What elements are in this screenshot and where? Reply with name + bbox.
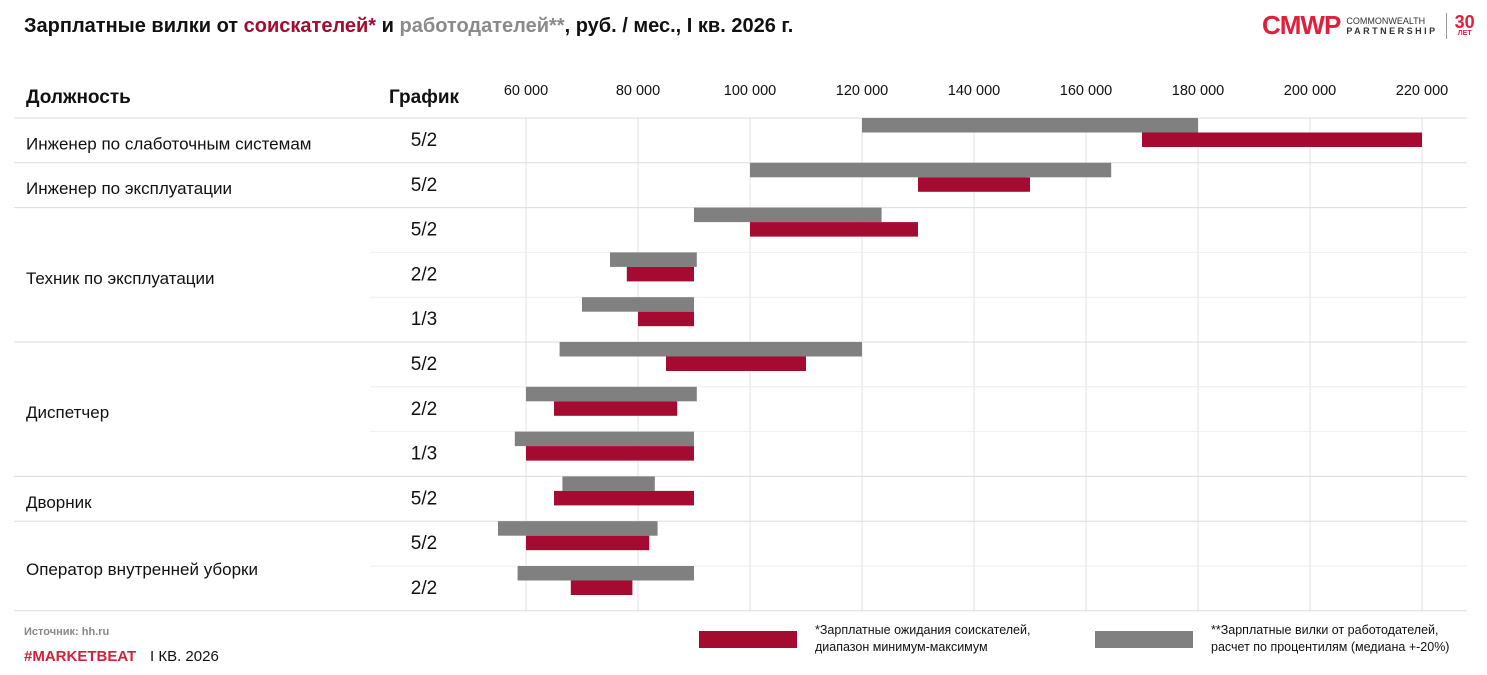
logo-mark: CMWP — [1262, 10, 1341, 40]
seeker-range-bar — [526, 535, 650, 551]
position-label: Дворник — [26, 493, 92, 512]
employer-range-bar — [562, 476, 655, 491]
position-label: Инженер по эксплуатации — [26, 179, 232, 198]
x-tick-label: 160 000 — [1060, 83, 1112, 99]
schedule-label: 5/2 — [411, 488, 437, 509]
schedule-label: 5/2 — [411, 175, 437, 196]
schedule-label: 5/2 — [411, 533, 437, 554]
seeker-range-bar — [554, 401, 678, 416]
legend-employers: **Зарплатные вилки от работодателей, расч… — [1095, 622, 1449, 656]
legend-employers-text2: расчет по процентилям (медиана +-20%) — [1211, 640, 1450, 654]
legend-seekers: *Зарплатные ожидания соискателей, диапазо… — [699, 622, 1030, 656]
position-label: Оператор внутренней уборки — [26, 560, 258, 579]
logo: CMWP COMMONWEALTH PARTNERSHIP 30 ЛЕТ — [1262, 10, 1475, 41]
x-tick-label: 100 000 — [724, 83, 776, 99]
x-tick-label: 60 000 — [504, 83, 548, 99]
schedule-label: 1/3 — [411, 309, 437, 330]
legend-seekers-text1: *Зарплатные ожидания соискателей, — [815, 623, 1031, 637]
schedule-label: 5/2 — [411, 220, 437, 241]
seeker-range-bar — [526, 446, 694, 461]
schedule-label: 5/2 — [411, 354, 437, 375]
seeker-range-bar — [750, 222, 918, 237]
legend-swatch-employers — [1095, 630, 1193, 648]
title-employers: работодателей** — [399, 15, 565, 37]
schedule-label: 1/3 — [411, 444, 437, 465]
employer-range-bar — [514, 431, 694, 447]
seeker-range-bar — [918, 177, 1030, 192]
title-text: Зарплатные вилки от — [24, 15, 244, 37]
column-header-schedule: График — [389, 87, 460, 108]
position-label: Техник по эксплуатации — [26, 269, 215, 288]
title-and: и — [376, 15, 400, 37]
position-label: Диспетчер — [26, 403, 109, 422]
schedule-label: 2/2 — [411, 578, 437, 599]
employer-range-bar — [526, 386, 697, 402]
position-label: Инженер по слаботочным системам — [26, 134, 311, 153]
employer-range-bar — [750, 162, 1112, 178]
schedule-label: 2/2 — [411, 399, 437, 420]
schedule-label: 5/2 — [411, 130, 437, 151]
schedule-label: 2/2 — [411, 264, 437, 285]
legend-swatch-seekers — [699, 630, 797, 648]
seeker-range-bar — [666, 356, 806, 371]
employer-range-bar — [517, 566, 694, 581]
logo-divider — [1445, 12, 1447, 39]
seeker-range-bar — [626, 266, 694, 282]
seeker-range-bar — [1142, 132, 1422, 147]
seeker-range-bar — [570, 580, 633, 595]
employer-range-bar — [610, 252, 697, 267]
employer-range-bar — [694, 207, 882, 223]
employer-range-bar — [559, 342, 862, 357]
seeker-range-bar — [638, 311, 694, 327]
source-note: Источник: hh.ru — [24, 626, 110, 638]
seeker-range-bar — [554, 490, 694, 506]
employer-range-bar — [498, 521, 658, 536]
x-tick-label: 80 000 — [616, 83, 660, 99]
logo-badge-sub: ЛЕТ — [1457, 29, 1472, 37]
column-header-position: Должность — [26, 87, 131, 108]
legend-seekers-text2: диапазон минимум-максимум — [815, 640, 988, 654]
x-tick-label: 200 000 — [1284, 83, 1336, 99]
employer-range-bar — [862, 118, 1198, 133]
legend-employers-text1: **Зарплатные вилки от работодателей, — [1211, 623, 1439, 637]
period-label: I КВ. 2026 — [150, 648, 219, 665]
marketbeat-brand: #MARKETBEAT — [24, 648, 137, 665]
x-tick-label: 120 000 — [836, 83, 888, 99]
x-tick-label: 140 000 — [948, 83, 1000, 99]
title-seekers: соискателей* — [243, 15, 377, 37]
x-tick-label: 220 000 — [1396, 83, 1448, 99]
employer-range-bar — [582, 297, 694, 312]
x-tick-label: 180 000 — [1172, 83, 1224, 99]
logo-line2: PARTNERSHIP — [1346, 25, 1438, 36]
chart-title: Зарплатные вилки от соискателей* и работ… — [24, 15, 793, 38]
logo-badge: 30 — [1454, 11, 1475, 32]
logo-line1: COMMONWEALTH — [1346, 15, 1426, 26]
title-units: , руб. / мес., I кв. 2026 г. — [564, 15, 794, 37]
